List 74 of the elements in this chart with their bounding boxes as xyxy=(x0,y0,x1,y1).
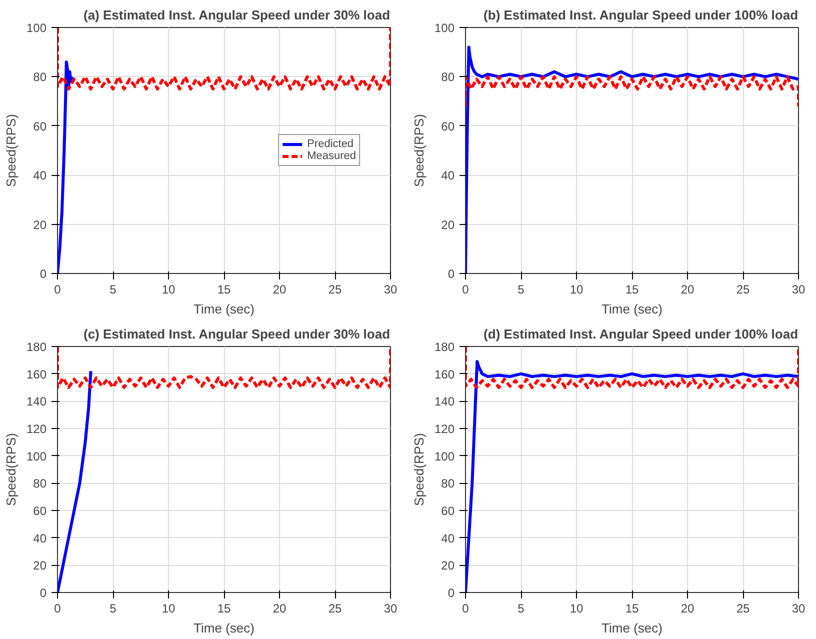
x-tick-label: 20 xyxy=(680,282,694,296)
y-tick-label: 40 xyxy=(33,531,47,546)
x-tick-label: 5 xyxy=(110,602,117,616)
y-tick-label: 20 xyxy=(33,218,47,232)
x-tick-label: 10 xyxy=(162,602,176,616)
y-tick-label: 120 xyxy=(26,422,47,436)
x-tick-label: 0 xyxy=(54,282,62,296)
y-tick-label: 160 xyxy=(434,367,455,382)
y-tick-label: 40 xyxy=(441,168,455,183)
y-axis-title: Speed(RPS) xyxy=(411,433,426,506)
x-tick-label: 0 xyxy=(462,602,470,616)
x-tick-label: 10 xyxy=(570,282,584,296)
y-axis-title: Speed(RPS) xyxy=(3,433,18,506)
y-tick-label: 80 xyxy=(441,476,455,491)
x-axis-title: Time (sec) xyxy=(194,302,254,316)
y-tick-label: 140 xyxy=(26,394,47,409)
x-tick-label: 20 xyxy=(272,282,286,296)
x-tick-label: 20 xyxy=(680,602,694,616)
x-tick-label: 15 xyxy=(217,282,231,296)
y-axis-title: Speed(RPS) xyxy=(3,114,18,187)
x-tick-label: 25 xyxy=(736,602,750,616)
y-tick-label: 0 xyxy=(40,586,47,600)
y-tick-label: 20 xyxy=(33,558,47,573)
y-tick-label: 40 xyxy=(33,168,47,183)
legend-label: Predicted xyxy=(307,138,354,150)
chart-title: (c) Estimated Inst. Angular Speed under 30% load xyxy=(83,326,390,342)
y-axis-title: Speed(RPS) xyxy=(411,114,426,187)
x-tick-label: 30 xyxy=(384,282,398,296)
y-tick-label: 100 xyxy=(26,21,47,35)
x-axis-title: Time (sec) xyxy=(602,620,662,636)
y-tick-label: 20 xyxy=(441,558,455,573)
x-tick-label: 5 xyxy=(518,602,525,616)
x-tick-label: 20 xyxy=(272,602,286,616)
legend-label: Measured xyxy=(307,150,356,162)
x-tick-label: 0 xyxy=(462,282,470,296)
y-tick-label: 140 xyxy=(434,394,455,409)
y-tick-label: 160 xyxy=(26,367,47,382)
y-tick-label: 40 xyxy=(441,531,455,546)
chart-title: (d) Estimated Inst. Angular Speed under 100% load xyxy=(484,326,798,342)
y-tick-label: 100 xyxy=(434,21,455,35)
y-tick-label: 0 xyxy=(40,267,47,281)
x-tick-label: 15 xyxy=(625,282,639,296)
y-tick-label: 80 xyxy=(33,476,47,491)
y-tick-label: 100 xyxy=(26,449,47,464)
y-tick-label: 80 xyxy=(33,70,47,84)
x-tick-label: 25 xyxy=(328,282,342,296)
y-tick-label: 180 xyxy=(434,340,455,354)
x-tick-label: 15 xyxy=(625,602,639,616)
x-tick-label: 30 xyxy=(384,602,398,616)
x-tick-label: 15 xyxy=(217,602,231,616)
x-tick-label: 10 xyxy=(162,282,176,296)
y-tick-label: 60 xyxy=(33,504,47,518)
chart-title: (b) Estimated Inst. Angular Speed under 100% load xyxy=(484,8,798,22)
y-tick-label: 100 xyxy=(434,449,455,464)
y-tick-label: 80 xyxy=(441,70,455,84)
chart-title: (a) Estimated Inst. Angular Speed under 30% load xyxy=(83,8,390,22)
x-tick-label: 25 xyxy=(736,282,750,296)
y-tick-label: 60 xyxy=(441,504,455,518)
x-axis-title: Time (sec) xyxy=(602,302,662,316)
x-tick-label: 10 xyxy=(570,602,584,616)
y-tick-label: 180 xyxy=(26,340,47,354)
y-tick-label: 0 xyxy=(448,267,455,281)
x-tick-label: 30 xyxy=(792,602,806,616)
y-tick-label: 0 xyxy=(448,586,455,600)
x-tick-label: 25 xyxy=(328,602,342,616)
y-tick-label: 60 xyxy=(441,119,455,134)
x-axis-title: Time (sec) xyxy=(194,620,254,636)
x-tick-label: 30 xyxy=(792,282,806,296)
x-tick-label: 0 xyxy=(54,602,62,616)
x-tick-label: 5 xyxy=(518,282,525,296)
x-tick-label: 5 xyxy=(110,282,117,296)
y-tick-label: 60 xyxy=(33,119,47,134)
y-tick-label: 20 xyxy=(441,218,455,232)
y-tick-label: 120 xyxy=(434,422,455,436)
